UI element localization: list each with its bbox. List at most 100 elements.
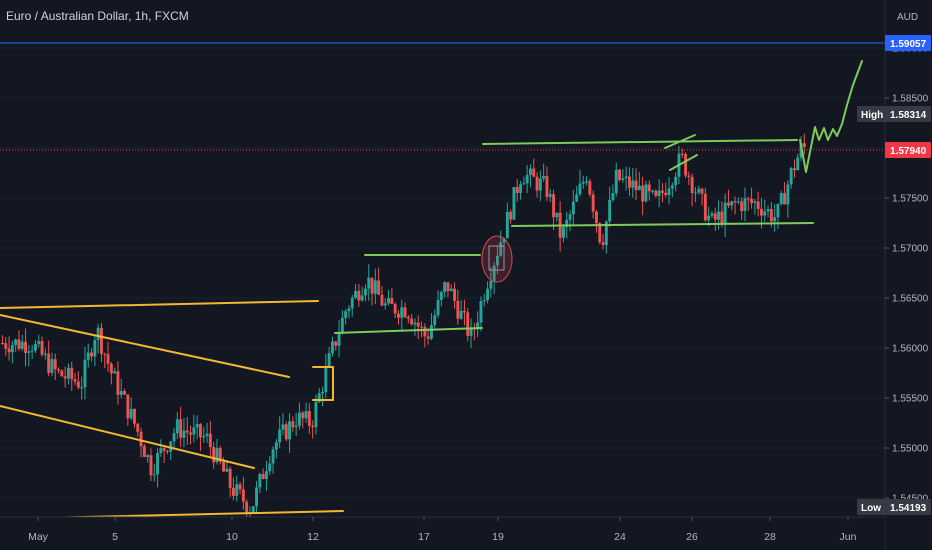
candle xyxy=(73,379,77,382)
candle xyxy=(545,176,549,197)
candle xyxy=(802,143,806,148)
candle xyxy=(446,282,450,292)
high-price-tag-bg xyxy=(885,106,931,122)
orange-trendline xyxy=(0,405,255,469)
candle xyxy=(202,435,206,438)
low-label-bg xyxy=(857,499,885,515)
candle xyxy=(773,217,777,222)
candle xyxy=(192,427,196,435)
candle xyxy=(185,430,189,433)
candle xyxy=(532,168,536,177)
candle xyxy=(463,310,466,313)
candle xyxy=(222,461,225,472)
candle xyxy=(298,412,301,426)
candle xyxy=(96,327,100,341)
candle xyxy=(423,326,427,337)
candle xyxy=(274,442,278,450)
candle xyxy=(552,194,555,218)
candle xyxy=(337,333,341,346)
candle xyxy=(657,190,661,196)
candle xyxy=(466,312,470,336)
candle xyxy=(251,506,255,512)
candle xyxy=(133,409,136,424)
candle xyxy=(397,313,400,318)
candle xyxy=(17,339,21,349)
green-trendline xyxy=(511,222,814,227)
candle xyxy=(30,350,34,352)
green-flag-line xyxy=(669,154,698,171)
candle xyxy=(228,468,232,488)
candle xyxy=(47,353,51,373)
candle xyxy=(730,201,734,206)
candle xyxy=(634,180,638,191)
candle xyxy=(717,211,720,220)
low-label-text: Low xyxy=(861,503,881,514)
candle xyxy=(700,188,704,194)
candle xyxy=(321,392,324,394)
candle xyxy=(43,353,47,355)
y-tick-label: 1.56500 xyxy=(892,294,929,305)
candle xyxy=(324,367,328,393)
high-label: High xyxy=(857,106,885,122)
candle xyxy=(647,184,651,192)
candle xyxy=(265,471,268,479)
candle xyxy=(591,194,595,212)
candle xyxy=(50,359,54,373)
candle xyxy=(255,487,258,507)
candle xyxy=(703,193,707,221)
candle xyxy=(489,280,493,289)
candle xyxy=(690,176,694,193)
candle xyxy=(387,298,390,304)
candle xyxy=(400,307,404,318)
candle xyxy=(284,424,288,440)
candle xyxy=(245,501,249,513)
candle xyxy=(575,194,579,202)
candle xyxy=(426,336,430,339)
candle xyxy=(522,183,526,185)
blue-line-price-tag-bg xyxy=(885,35,931,51)
candle xyxy=(116,371,120,395)
candle xyxy=(796,157,800,171)
candle xyxy=(624,176,628,179)
candle xyxy=(720,211,724,224)
candle xyxy=(199,424,202,438)
price-axis: 1.545001.550001.555001.560001.565001.570… xyxy=(884,0,932,550)
candle xyxy=(654,190,658,196)
candle xyxy=(14,339,18,345)
candle xyxy=(109,363,113,374)
candle xyxy=(70,367,74,380)
candle xyxy=(331,341,334,354)
candle xyxy=(83,359,87,388)
candle xyxy=(119,391,123,395)
candle xyxy=(637,185,641,191)
candle xyxy=(588,181,592,195)
orange-trendline xyxy=(0,300,319,309)
candle xyxy=(789,168,793,185)
candle xyxy=(235,484,239,496)
candle xyxy=(598,223,602,243)
candle xyxy=(106,354,110,364)
candle xyxy=(126,394,130,419)
candle xyxy=(271,449,275,464)
candle xyxy=(733,201,737,203)
candle xyxy=(347,308,351,312)
candle xyxy=(548,194,552,197)
candle xyxy=(628,176,631,188)
candle xyxy=(581,181,585,184)
blue-line-price-tag-text: 1.59057 xyxy=(890,39,927,50)
candle xyxy=(63,376,67,379)
candle xyxy=(166,450,169,452)
chart-title: Euro / Australian Dollar, 1h, FXCM xyxy=(6,9,189,23)
candle xyxy=(311,425,315,428)
candle xyxy=(453,288,456,301)
candle xyxy=(571,201,575,215)
candle xyxy=(139,431,143,447)
candle xyxy=(100,327,103,354)
candle xyxy=(736,201,740,203)
time-axis: May 5 10 12 17 19 24 26 28 Jun xyxy=(0,516,885,550)
candle xyxy=(159,448,163,453)
candle xyxy=(169,441,173,452)
candle xyxy=(443,282,447,293)
